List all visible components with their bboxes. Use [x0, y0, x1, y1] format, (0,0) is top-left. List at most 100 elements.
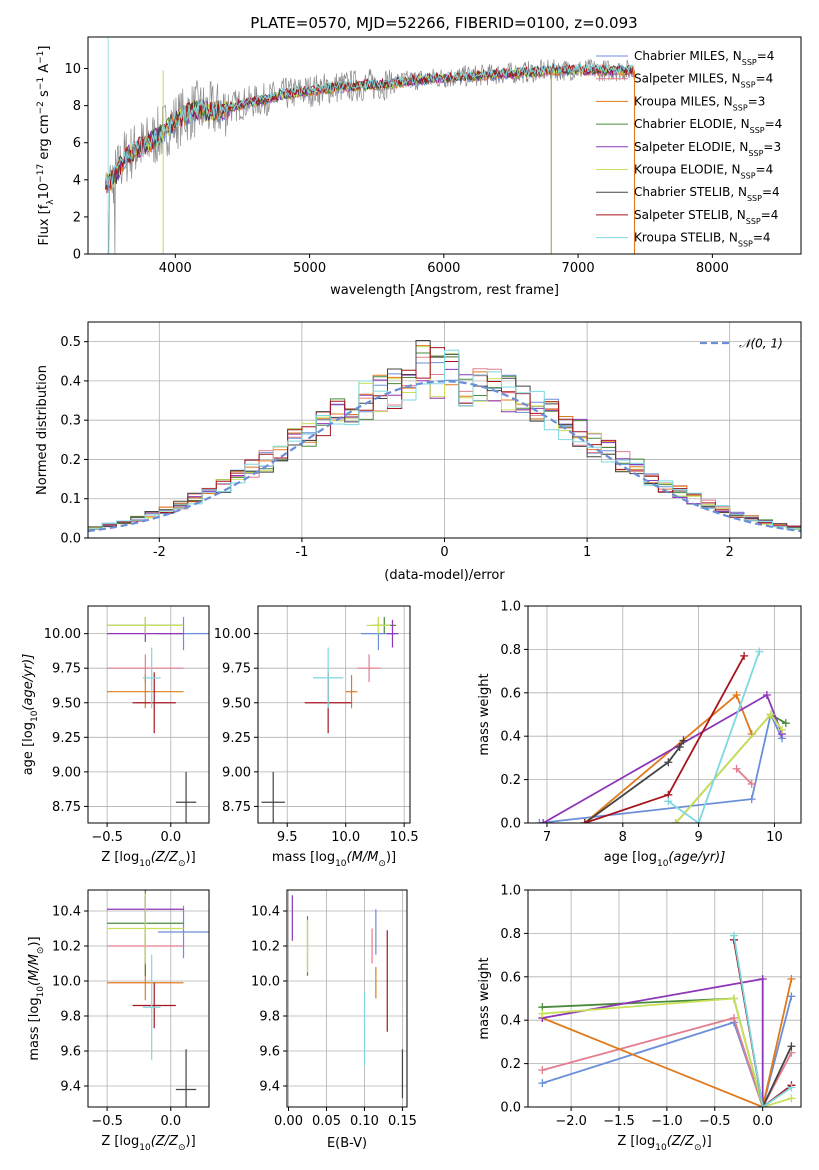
x-tick-label: 0.05	[312, 1114, 341, 1129]
weight-marker	[664, 797, 673, 806]
y-tick-label: 1.0	[500, 884, 521, 899]
label-part: =4	[756, 163, 774, 177]
weight-series	[729, 931, 796, 1107]
error-bar-point	[107, 617, 184, 634]
x-tick-label: 0.0	[160, 1114, 181, 1129]
y-tick-label: 0.4	[500, 1014, 521, 1029]
label-part: age [log	[604, 850, 657, 865]
errorbar-plot	[107, 890, 209, 1107]
y-axis-label: Flux [fλ10−17 erg cm−2 s−1 A−1]	[36, 46, 56, 246]
legend-label: Chabrier MILES, NSSP=4	[634, 49, 774, 67]
y-tick-label: 9.50	[52, 696, 81, 711]
error-bar-point	[132, 982, 176, 1029]
weight-marker	[535, 819, 544, 823]
plot-frame	[527, 889, 802, 1108]
label-part: ]	[37, 46, 52, 51]
label-part: SSP	[741, 171, 756, 180]
weight-series	[671, 710, 790, 823]
label-part: erg cm	[37, 114, 52, 163]
y-tick-label: 0.2	[500, 1057, 521, 1072]
x-tick-label: 0.0	[160, 830, 181, 845]
label-part: 10	[655, 1143, 667, 1153]
y-tick-label: 0	[73, 248, 81, 263]
label-part: =4	[753, 231, 771, 245]
weight-marker	[758, 974, 767, 983]
label-part: Kroupa ELODIE, N	[634, 163, 741, 177]
y-tick-label: 9.25	[222, 731, 251, 746]
y-tick-label: 0.6	[500, 686, 521, 701]
y-axis-label: mass weight	[477, 957, 492, 1039]
weight-marker	[729, 931, 738, 940]
label-part: SSP	[747, 194, 762, 203]
y-tick-label: 9.00	[222, 765, 251, 780]
label-part: Z [log	[101, 850, 139, 865]
label-part: =3	[763, 140, 781, 154]
y-tick-label: 10.00	[214, 627, 251, 642]
axes-mass_vs_EBV: 0.00 0.05 0.10 0.15 9.4 9.6 9.8 10.0 10.2 10.4	[251, 890, 417, 1129]
legend-label: Kroupa STELIB, NSSP=4	[634, 231, 771, 249]
label-part: 10	[30, 710, 40, 722]
weight-marker	[732, 764, 741, 773]
weight-marker	[671, 819, 680, 823]
x-tick-label: −0.5	[91, 830, 123, 845]
x-tick-label: 9	[694, 830, 702, 845]
label-part: Z [log	[101, 1134, 139, 1149]
y-tick-label: 0.0	[500, 817, 521, 832]
error-bar-point	[132, 672, 176, 734]
label-part: )]	[186, 1134, 196, 1149]
label-part: mass [log	[272, 850, 335, 865]
label-part: Kroupa STELIB, N	[634, 231, 738, 245]
x-tick-label: 0.10	[350, 1114, 379, 1129]
label-part: ⊙	[36, 947, 46, 955]
x-tick-label: −1.0	[651, 1114, 683, 1129]
label-part: λ	[46, 199, 56, 205]
model-spectrum-line	[105, 62, 635, 187]
label-part: =3	[748, 94, 766, 108]
weight-marker	[679, 736, 688, 745]
weight-line	[542, 997, 792, 1107]
legend-label: 𝒩(0, 1)	[739, 337, 783, 351]
weight-line	[542, 997, 764, 1107]
axes-weight_vs_age: 7 8 9 10 0.0 0.2 0.4 0.6 0.8 1.0	[500, 600, 801, 845]
errorbar-plot	[107, 617, 209, 823]
weight-marker	[580, 819, 589, 823]
weight-series	[539, 690, 787, 823]
y-tick-label: 10.2	[52, 940, 81, 955]
label-part: Chabrier MILES, N	[634, 49, 742, 63]
weight-line	[542, 693, 783, 823]
y-axis-label: Normed distribution	[35, 365, 50, 495]
label-part: (Z/Z	[667, 1134, 695, 1149]
label-part: SSP	[742, 58, 757, 67]
weight-marker	[787, 1042, 796, 1051]
x-tick-label: 0.00	[274, 1114, 303, 1129]
x-tick-label: 0.0	[752, 1114, 773, 1129]
x-tick-label: 8	[619, 830, 627, 845]
x-tick-label: 5000	[293, 261, 326, 276]
y-tick-label: 10.0	[52, 975, 81, 990]
label-part: (M/M	[27, 954, 42, 986]
x-tick-label: −0.5	[699, 1114, 731, 1129]
plot-frame	[87, 36, 802, 255]
label-part: −17	[36, 164, 46, 183]
weight-series	[538, 974, 767, 1107]
y-tick-label: 10.4	[52, 905, 81, 920]
label-part: SSP	[748, 148, 763, 157]
x-axis-label: mass [log10(M/M⊙)]	[272, 850, 396, 869]
y-tick-label: 9.6	[259, 1045, 280, 1060]
weight-marker	[538, 1009, 547, 1018]
label-part: ⊙	[694, 1143, 702, 1153]
error-bar-point	[175, 1049, 197, 1107]
y-tick-label: 10.0	[251, 975, 280, 990]
x-axis-label: (data-model)/error	[384, 568, 505, 583]
x-tick-label: 10.5	[390, 830, 419, 845]
error-bar-point	[107, 893, 184, 964]
label-part: SSP	[741, 80, 756, 89]
plot-frame	[87, 605, 210, 824]
weight-marker	[787, 1094, 796, 1103]
y-tick-label: 9.6	[60, 1045, 81, 1060]
weight-line	[542, 1016, 793, 1107]
y-tick-label: 1.0	[500, 600, 521, 615]
spectrum-plot	[105, 37, 636, 254]
label-part: SSP	[733, 103, 748, 112]
x-tick-label: 10	[766, 830, 783, 845]
